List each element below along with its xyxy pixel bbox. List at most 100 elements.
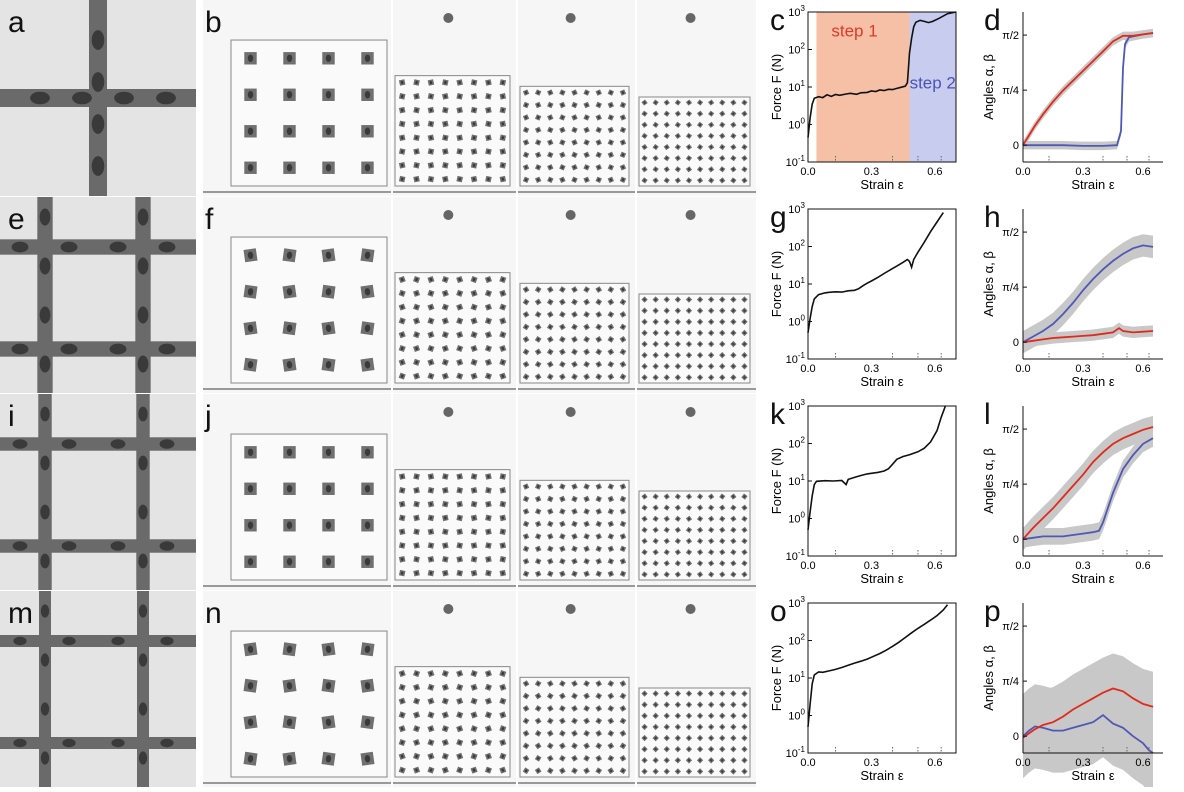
y-axis-label: Force F (N)	[769, 251, 784, 317]
compression-frame-1	[203, 197, 391, 393]
panel-label: l	[984, 398, 991, 431]
y-tick-label: 0	[1013, 534, 1019, 546]
panel-label: i	[8, 400, 15, 433]
shaded-region	[816, 12, 910, 162]
y-tick-label: 101	[788, 473, 805, 488]
y-tick-label: π/4	[1002, 479, 1019, 491]
x-tick-label: 0.3	[864, 560, 879, 572]
alpha-curve	[1022, 32, 1154, 146]
y-tick-label: π/4	[1002, 85, 1019, 97]
y-tick-label: 100	[788, 314, 805, 329]
angles-chart: 0 π/4 π/2 0.0 0.3 0.6 Strain ε Angles α, β	[981, 406, 1163, 586]
compression-frame-3	[518, 591, 635, 787]
x-tick-label: 0.6	[927, 560, 942, 572]
y-tick-label: 102	[788, 42, 805, 57]
compression-frame-3	[518, 197, 635, 393]
compression-frame-svg	[518, 0, 635, 196]
y-axis-label: Force F (N)	[769, 448, 784, 514]
force-curve	[807, 405, 947, 530]
x-tick-label: 0.3	[864, 166, 879, 178]
uncertainty-band	[1023, 429, 1153, 548]
lattice-photo-svg	[0, 591, 196, 787]
compression-frame-1	[203, 591, 391, 787]
uncertainty-band	[1023, 28, 1153, 150]
compression-frame-svg	[393, 591, 516, 787]
lattice-photo	[0, 591, 196, 787]
compression-frame-svg	[518, 394, 635, 590]
compression-frame-svg	[393, 0, 516, 196]
x-tick-label: 0.3	[1075, 560, 1090, 572]
compression-frame-4	[637, 197, 756, 393]
lattice-photo	[0, 197, 196, 393]
x-axis-label: Strain ε	[1071, 768, 1115, 783]
y-tick-label: 101	[788, 79, 805, 94]
y-tick-label: 0	[1013, 731, 1019, 743]
compression-frame-2	[393, 197, 516, 393]
y-tick-label: 103	[788, 201, 805, 216]
panel-label: m	[8, 597, 33, 630]
panel-label: o	[770, 595, 787, 628]
plot-frame	[807, 208, 957, 360]
uncertainty-band	[1023, 673, 1153, 787]
x-axis-label: Strain ε	[860, 177, 904, 192]
x-axis-label: Strain ε	[860, 571, 904, 586]
panel-label: a	[8, 6, 25, 39]
panel-label: g	[770, 201, 787, 234]
force-curve	[807, 11, 957, 138]
beta-curve	[1022, 244, 1154, 343]
x-axis-label: Strain ε	[860, 768, 904, 783]
beta-curve	[1022, 437, 1154, 541]
compression-frame-2	[393, 591, 516, 787]
force-chart: 10-1 100 101 102 103 0.0 0.3 0.6 Strain ε Force F…	[769, 398, 957, 586]
force-chart: 10-1 100 101 102 103 0.0 0.3 0.6 Strain ε Force F…	[769, 201, 957, 389]
y-tick-label: 0	[1013, 337, 1019, 349]
x-tick-label: 0.0	[800, 363, 815, 375]
step-annotation: step 2	[910, 74, 956, 93]
x-axis-label: Strain ε	[860, 374, 904, 389]
x-axis-label: Strain ε	[1071, 374, 1115, 389]
x-tick-label: 0.6	[1135, 363, 1150, 375]
y-tick-label: 102	[788, 436, 805, 451]
y-tick-label: 101	[788, 276, 805, 291]
compression-frame-svg	[393, 197, 516, 393]
angles-chart: 0 π/4 π/2 0.0 0.3 0.6 Strain ε Angles α, β	[981, 209, 1163, 389]
alpha-curve	[1022, 327, 1154, 344]
compression-frame-svg	[637, 197, 756, 393]
y-tick-label: 10-1	[786, 745, 806, 760]
angles-chart: 0 π/4 π/2 0.0 0.3 0.6 Strain ε Angles α, β	[981, 12, 1163, 192]
x-tick-label: 0.0	[800, 560, 815, 572]
y-tick-label: 100	[788, 117, 805, 132]
x-tick-label: 0.6	[927, 757, 942, 769]
x-tick-label: 0.6	[927, 166, 942, 178]
compression-frame-4	[637, 591, 756, 787]
lattice-photo-svg	[0, 394, 196, 590]
compression-frame-svg	[637, 591, 756, 787]
force-chart: 10-1 100 101 102 103 0.0 0.3 0.6 Strain ε Force F…	[769, 4, 957, 192]
y-tick-label: 103	[788, 4, 805, 19]
y-tick-label: 103	[788, 398, 805, 413]
compression-frame-2	[393, 0, 516, 196]
compression-frame-svg	[518, 197, 635, 393]
compression-frame-4	[637, 0, 756, 196]
compression-frame-svg	[203, 394, 391, 590]
y-tick-label: 10-1	[786, 548, 806, 563]
panel-label: k	[770, 398, 785, 431]
compression-frame-2	[393, 394, 516, 590]
panel-label: b	[205, 6, 222, 39]
y-tick-label: 100	[788, 708, 805, 723]
angles-chart: 0 π/4 π/2 0.0 0.3 0.6 Strain ε Angles α, β	[981, 603, 1163, 787]
x-tick-label: 0.3	[1075, 363, 1090, 375]
shaded-region	[909, 12, 956, 162]
y-tick-label: 10-1	[786, 154, 806, 169]
panel-label: f	[205, 203, 214, 236]
alpha-curve	[1022, 426, 1154, 540]
y-axis-label: Angles α, β	[981, 448, 996, 514]
x-tick-label: 0.6	[1135, 166, 1150, 178]
x-tick-label: 0.3	[864, 757, 879, 769]
y-tick-label: 0	[1013, 140, 1019, 152]
y-axis-label: Angles α, β	[981, 645, 996, 711]
x-tick-label: 0.6	[1135, 757, 1150, 769]
x-tick-label: 0.3	[864, 363, 879, 375]
y-tick-label: 101	[788, 670, 805, 685]
panel-label: p	[984, 595, 1001, 628]
